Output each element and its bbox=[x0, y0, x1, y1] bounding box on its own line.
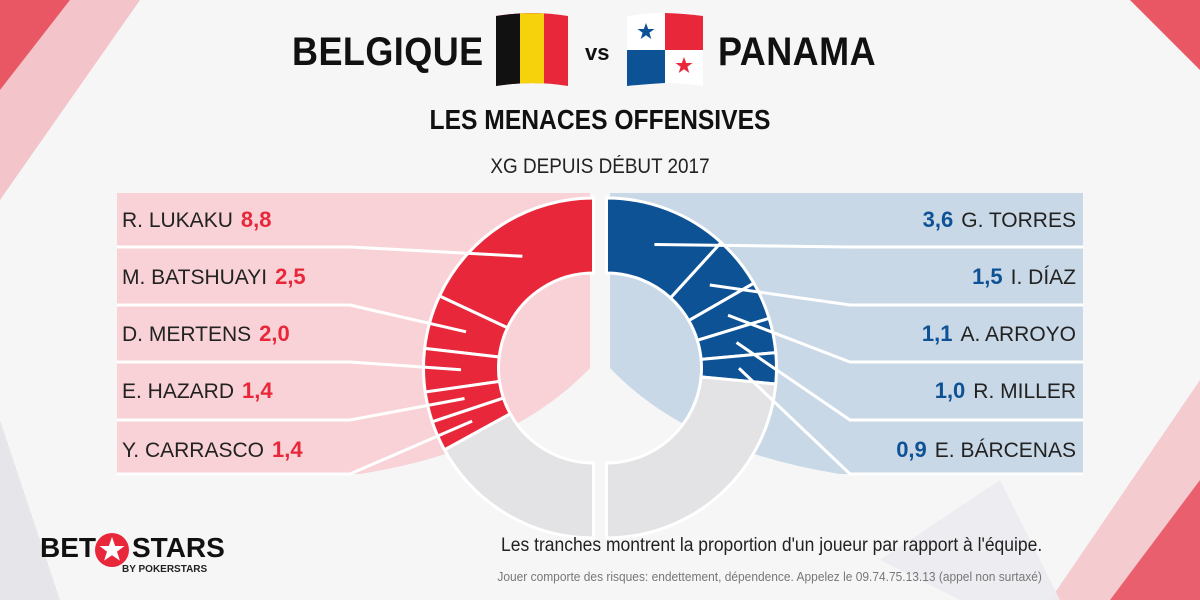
star-icon bbox=[95, 533, 129, 567]
leader-line bbox=[737, 367, 1083, 476]
panama-player-row: 1,5 I. DÍAZ bbox=[972, 257, 1076, 297]
team-left-title: BELGIQUE bbox=[292, 30, 484, 74]
versus-label: vs bbox=[585, 40, 610, 65]
player-xg-value: 1,4 bbox=[242, 378, 273, 403]
player-name: G. TORRES bbox=[961, 209, 1076, 232]
chart-caption: XG DEPUIS DÉBUT 2017 bbox=[490, 155, 710, 178]
belgique-remainder-slice bbox=[442, 411, 595, 540]
player-xg-value: 8,8 bbox=[240, 207, 272, 232]
leader-line bbox=[735, 341, 1083, 422]
betstars-logo[interactable]: BET STARS BY POKERSTARS bbox=[40, 532, 240, 582]
player-xg-value: 1,1 bbox=[921, 321, 953, 346]
player-name: E. HAZARD bbox=[122, 380, 235, 403]
footer-note: Les tranches montrent la proportion d'un… bbox=[500, 535, 1042, 556]
player-xg-value: 1,0 bbox=[934, 378, 966, 403]
player-name: I. DÍAZ bbox=[1010, 266, 1076, 289]
player-xg-value: 2,0 bbox=[259, 321, 290, 346]
logo-bet-text: BET bbox=[40, 532, 96, 563]
leader-line bbox=[117, 245, 523, 258]
player-name: R. LUKAKU bbox=[122, 209, 233, 232]
leader-line bbox=[117, 419, 473, 476]
player-name: A. ARROYO bbox=[960, 323, 1076, 346]
logo-stars-text: STARS bbox=[132, 532, 225, 563]
panama-remainder-slice bbox=[605, 375, 778, 540]
player-xg-value: 1,4 bbox=[272, 437, 303, 462]
player-name: R. MILLER bbox=[973, 380, 1076, 403]
belgium-player-row: Y. CARRASCO 1,4 bbox=[122, 430, 303, 470]
leader-line bbox=[117, 397, 465, 422]
panama-flag-icon bbox=[627, 13, 703, 86]
belgium-player-row: M. BATSHUAYI 2,5 bbox=[122, 257, 306, 297]
player-name: Y. CARRASCO bbox=[122, 439, 264, 462]
gambling-disclaimer: Jouer comporte des risques: endettement,… bbox=[497, 569, 1042, 584]
player-xg-value: 3,6 bbox=[922, 207, 954, 232]
logo-tagline: BY POKERSTARS bbox=[122, 564, 208, 575]
belgium-player-row: E. HAZARD 1,4 bbox=[122, 371, 273, 411]
belgium-flag-icon bbox=[496, 13, 568, 86]
player-name: D. MERTENS bbox=[122, 323, 252, 346]
chart-subtitle: LES MENACES OFFENSIVES bbox=[429, 104, 771, 135]
team-right-title: PANAMA bbox=[718, 30, 877, 74]
player-name: M. BATSHUAYI bbox=[122, 266, 268, 289]
player-name: E. BÁRCENAS bbox=[934, 439, 1076, 462]
leader-line bbox=[117, 360, 462, 372]
leader-line bbox=[654, 242, 1083, 249]
leader-line bbox=[727, 313, 1083, 364]
panama-player-row: 1,0 R. MILLER bbox=[935, 371, 1076, 411]
leader-line bbox=[117, 303, 467, 334]
panama-player-row: 1,1 A. ARROYO bbox=[922, 314, 1076, 354]
leader-line bbox=[709, 283, 1083, 307]
belgium-player-row: R. LUKAKU 8,8 bbox=[122, 200, 271, 240]
belgium-player-row: D. MERTENS 2,0 bbox=[122, 314, 290, 354]
panama-player-row: 0,9 E. BÁRCENAS bbox=[896, 430, 1076, 470]
player-xg-value: 2,5 bbox=[275, 264, 306, 289]
player-xg-value: 1,5 bbox=[972, 264, 1003, 289]
player-xg-value: 0,9 bbox=[896, 437, 927, 462]
panama-player-row: 3,6 G. TORRES bbox=[923, 200, 1076, 240]
